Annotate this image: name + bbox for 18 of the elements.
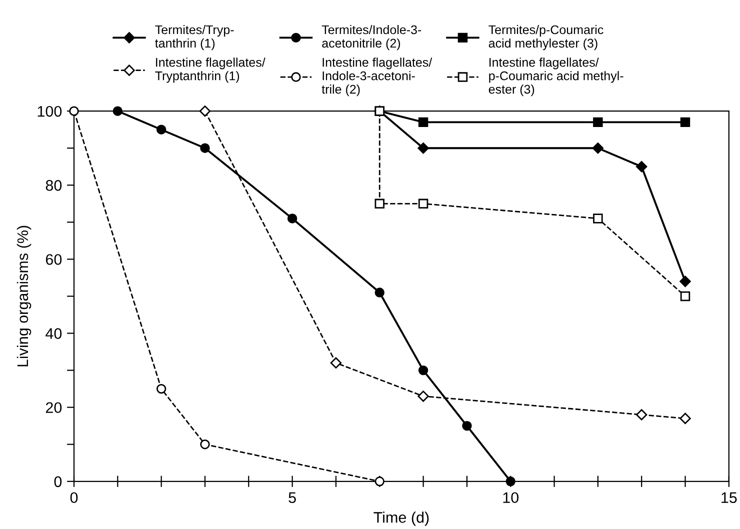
x-tick-label: 10 [503, 492, 518, 504]
legend-label: Termites/Tryp- tanthrin (1) [155, 24, 234, 50]
legend-label: Termites/Indole-3- acetonitrile (2) [322, 24, 422, 50]
legend-label: Intestine flagellates/ Tryptanthrin (1) [155, 58, 266, 83]
y-tick-label: 20 [46, 402, 62, 414]
y-tick-label: 80 [46, 180, 62, 191]
x-tick-label: 0 [70, 492, 78, 504]
legend-label: Intestine flagellates/ Indole-3-acetoni- trile (2) [322, 58, 432, 96]
x-tick-label: 5 [288, 492, 296, 504]
legend-label: Intestine flagellates/ p-Coumaric acid methyl- ester (3) [488, 58, 624, 96]
y-tick-label: 60 [46, 254, 62, 265]
y-axis-title: Living organisms (%) [16, 226, 32, 366]
legend-label: Termites/p-Coumaric acid methylester (3) [488, 24, 604, 50]
y-tick-label: 40 [46, 328, 62, 339]
x-axis-title: Time (d) [374, 512, 429, 526]
y-tick-label: 0 [54, 476, 62, 488]
x-tick-label: 15 [722, 492, 737, 504]
y-tick-label: 100 [38, 106, 62, 117]
